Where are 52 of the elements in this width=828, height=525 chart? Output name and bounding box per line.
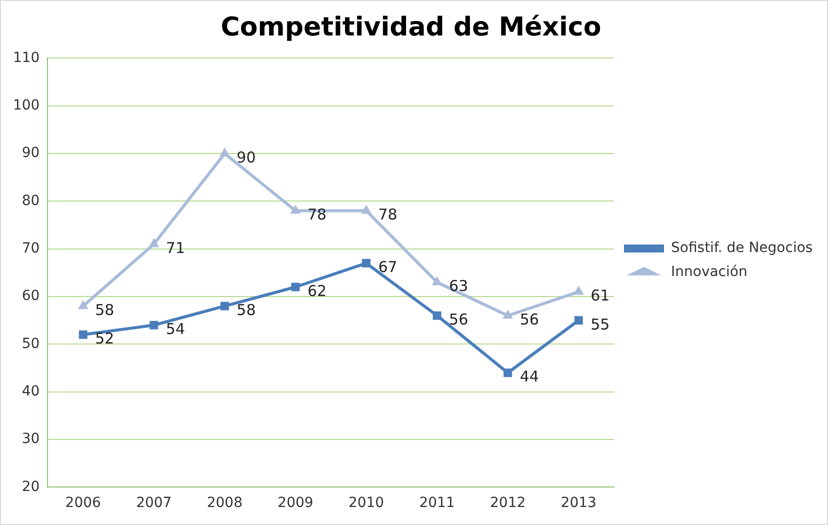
y-tick-label: 70: [22, 240, 40, 257]
point: [574, 316, 583, 325]
x-tick-label: 2013: [560, 495, 596, 512]
y-tick-label: 30: [22, 431, 40, 448]
data-label: 62: [307, 282, 327, 300]
point: [361, 204, 372, 214]
x-tick-label: 2009: [278, 495, 314, 512]
data-label: 56: [449, 310, 468, 328]
x-tick-label: 2011: [419, 495, 455, 512]
point: [220, 302, 229, 310]
y-tick-label: 90: [22, 145, 40, 162]
point: [78, 300, 88, 310]
data-label: 63: [449, 277, 468, 296]
y-tick-label: 110: [12, 50, 40, 66]
data-label: 78: [307, 206, 327, 224]
y-tick-label: 60: [22, 288, 40, 304]
point: [362, 258, 370, 268]
point: [219, 148, 230, 157]
data-label: 55: [590, 315, 610, 334]
data-label: 90: [236, 148, 256, 166]
point: [290, 204, 301, 214]
y-tick-label: 40: [22, 384, 40, 400]
x-tick-label: 2012: [490, 495, 526, 512]
y-tick-label: 20: [22, 478, 40, 495]
point: [150, 320, 158, 330]
data-label: 78: [378, 206, 398, 224]
point: [573, 286, 584, 295]
x-tick-label: 2006: [65, 495, 102, 512]
chart-title: Competitividad de México: [220, 12, 602, 42]
data-label: 71: [166, 238, 185, 257]
point: [148, 238, 160, 248]
y-tick-label: 100: [12, 98, 40, 114]
point: [502, 310, 514, 319]
x-tick-label: 2010: [348, 495, 384, 512]
data-label: 54: [166, 320, 185, 338]
data-label: 58: [95, 300, 114, 319]
legend-label: Innovación: [671, 264, 748, 280]
data-label: 44: [520, 368, 539, 386]
point: [504, 368, 512, 378]
data-label: 58: [236, 300, 256, 319]
data-label: 61: [590, 286, 610, 305]
y-tick-label: 50: [22, 336, 40, 352]
point: [78, 330, 88, 339]
data-label: 52: [95, 330, 114, 348]
x-tick-label: 2008: [206, 495, 243, 512]
y-tick-label: 80: [22, 192, 40, 209]
point: [291, 282, 300, 292]
data-label: 56: [520, 310, 539, 328]
point: [432, 311, 442, 320]
x-tick-label: 2007: [136, 495, 172, 512]
legend-label: Sofistif. de Negocios: [671, 240, 813, 256]
data-label: 67: [378, 258, 398, 276]
